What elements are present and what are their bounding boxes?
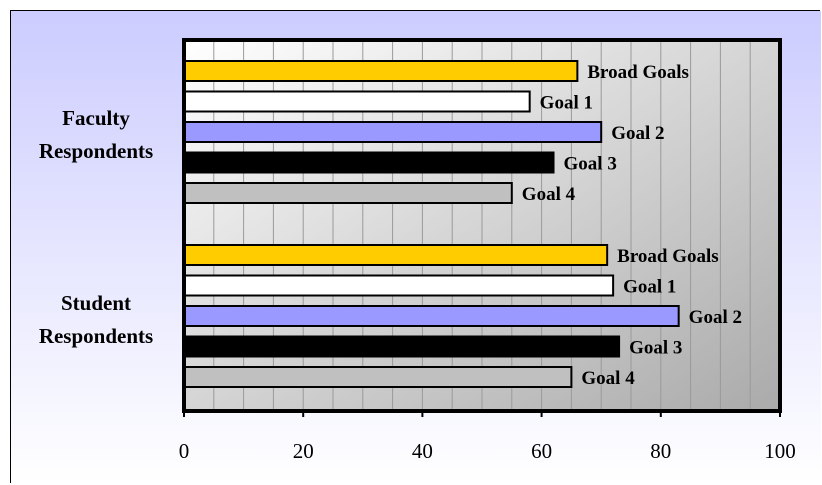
bar bbox=[183, 305, 680, 327]
bar-label: Goal 2 bbox=[611, 123, 664, 144]
category-label: Respondents bbox=[39, 324, 153, 348]
category-label: Faculty bbox=[62, 106, 130, 130]
x-tick-label: 80 bbox=[650, 439, 671, 463]
category-labels: Faculty Respondents Student Respondents bbox=[39, 106, 153, 348]
bar-label: Goal 1 bbox=[540, 93, 593, 114]
x-tick-label: 40 bbox=[412, 439, 433, 463]
bar-chart: Broad Goals Goal 1 Goal 2 Goal 3 Goal 4 Broad… bbox=[11, 11, 821, 484]
bar bbox=[183, 274, 615, 297]
x-tick-label: 100 bbox=[764, 439, 796, 463]
bar-label: Goal 3 bbox=[564, 154, 617, 175]
x-tick-label: 0 bbox=[179, 439, 190, 463]
bar bbox=[183, 121, 603, 143]
x-tick-label: 20 bbox=[293, 439, 314, 463]
bar bbox=[183, 335, 621, 358]
bar-label: Goal 1 bbox=[623, 277, 676, 298]
bar bbox=[183, 151, 555, 174]
bar-label: Goal 3 bbox=[629, 338, 682, 359]
bar bbox=[183, 366, 573, 388]
bar-label: Broad Goals bbox=[587, 62, 689, 83]
x-tick-label: 60 bbox=[531, 439, 552, 463]
bar bbox=[183, 182, 513, 204]
bar-label: Goal 4 bbox=[522, 184, 576, 205]
chart-frame: Broad Goals Goal 1 Goal 2 Goal 3 Goal 4 Broad… bbox=[10, 10, 821, 484]
category-label: Student bbox=[61, 291, 131, 315]
bar-label: Goal 2 bbox=[689, 307, 742, 328]
bar bbox=[183, 244, 609, 266]
bars: Broad Goals Goal 1 Goal 2 Goal 3 Goal 4 Broad… bbox=[183, 60, 742, 389]
bar-label: Broad Goals bbox=[617, 246, 719, 267]
bar-label: Goal 4 bbox=[581, 368, 635, 389]
category-label: Respondents bbox=[39, 139, 153, 163]
x-axis: 0 20 40 60 80 100 bbox=[179, 411, 796, 463]
bar bbox=[183, 60, 579, 82]
plot-border bbox=[182, 38, 782, 413]
bar bbox=[183, 90, 531, 113]
